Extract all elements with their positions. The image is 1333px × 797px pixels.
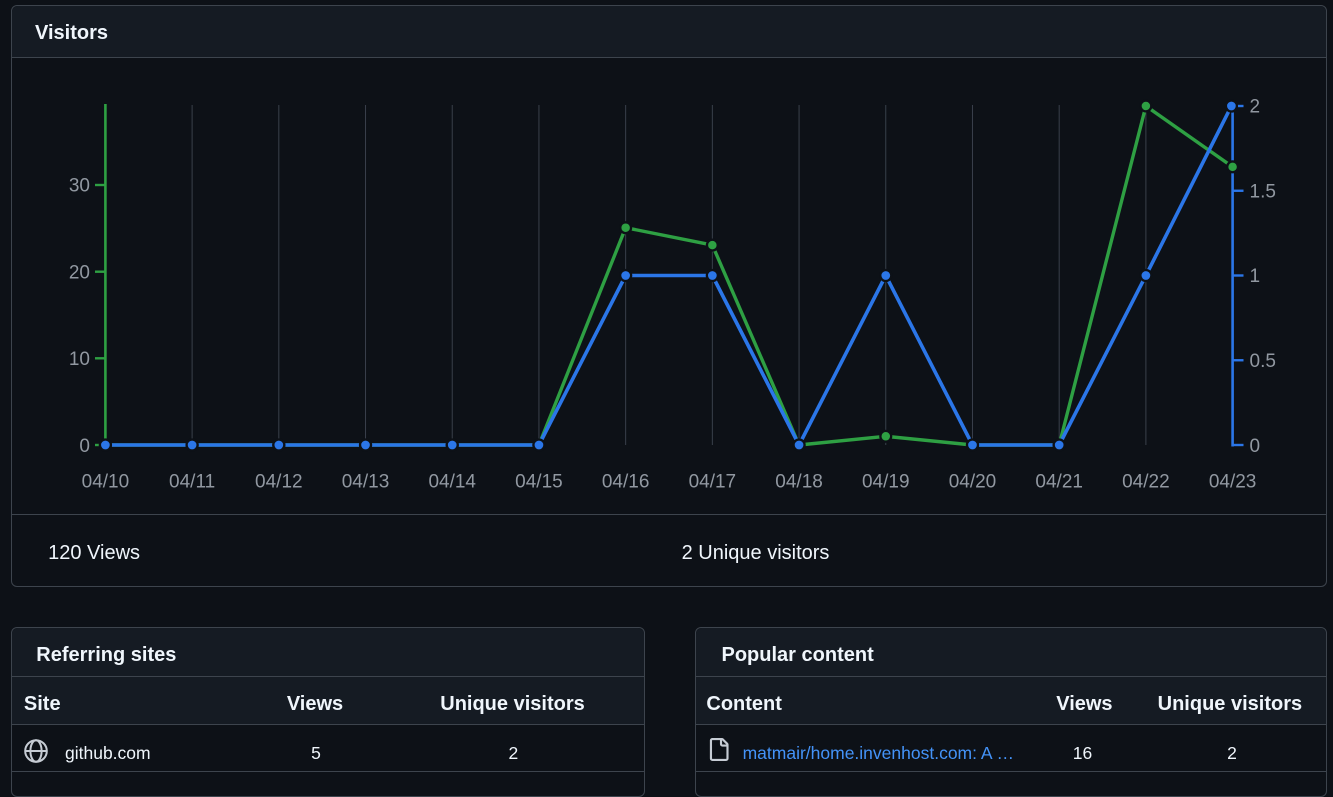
svg-text:2: 2 [1250, 97, 1261, 118]
svg-text:04/13: 04/13 [342, 471, 390, 492]
svg-text:04/20: 04/20 [949, 471, 997, 492]
svg-text:04/17: 04/17 [689, 471, 737, 492]
svg-text:04/15: 04/15 [515, 471, 563, 492]
svg-text:04/11: 04/11 [169, 471, 215, 492]
svg-text:04/18: 04/18 [775, 471, 823, 492]
svg-text:04/14: 04/14 [428, 471, 476, 492]
svg-text:1.5: 1.5 [1250, 181, 1276, 202]
svg-text:04/10: 04/10 [82, 471, 130, 492]
svg-text:20: 20 [69, 262, 90, 283]
svg-text:04/21: 04/21 [1035, 471, 1083, 492]
svg-text:0.5: 0.5 [1250, 351, 1276, 372]
svg-text:04/19: 04/19 [862, 471, 910, 492]
svg-text:10: 10 [69, 349, 90, 370]
svg-text:04/23: 04/23 [1209, 471, 1257, 492]
svg-text:0: 0 [79, 436, 90, 457]
svg-text:04/22: 04/22 [1122, 471, 1170, 492]
svg-text:0: 0 [1250, 436, 1261, 457]
svg-text:04/16: 04/16 [602, 471, 650, 492]
svg-text:04/12: 04/12 [255, 471, 303, 492]
svg-text:1: 1 [1250, 266, 1261, 287]
svg-text:30: 30 [69, 176, 90, 197]
